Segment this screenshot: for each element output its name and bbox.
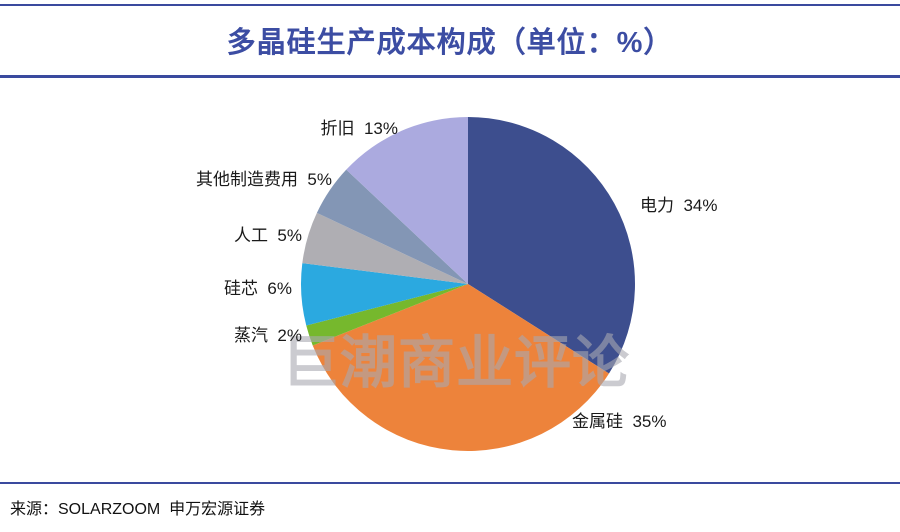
title-divider [0,75,900,78]
pie-chart: 巨潮商业评论 电力 34% 金属硅 35% 蒸汽 2% 硅芯 6% 人工 5% 其他制造费… [0,80,900,480]
page-title: 多晶硅生产成本构成（单位：%） [226,27,674,59]
pie-slice-5 [316,169,468,284]
bottom-divider [0,482,900,484]
slice-label-0: 电力 34% [640,196,718,215]
top-divider [0,4,900,6]
slice-label-5: 其他制造费用 5% [195,170,332,189]
pie-slice-6 [346,116,468,284]
slice-label-6: 折旧 13% [320,119,398,138]
pie-slice-2 [306,284,468,346]
pie-slice-3 [301,263,468,326]
slice-label-3: 硅芯 6% [223,279,292,298]
pie-slice-1 [312,284,609,451]
slice-label-4: 人工 5% [233,226,302,245]
source-note: 来源：SOLARZOOM 申万宏源证券 [10,501,266,518]
slice-label-2: 蒸汽 2% [233,326,302,345]
pie-chart-svg [301,116,635,451]
slice-label-1: 金属硅 35% [572,412,667,431]
pie-slice-0 [468,117,635,374]
pie-slice-4 [302,212,468,284]
